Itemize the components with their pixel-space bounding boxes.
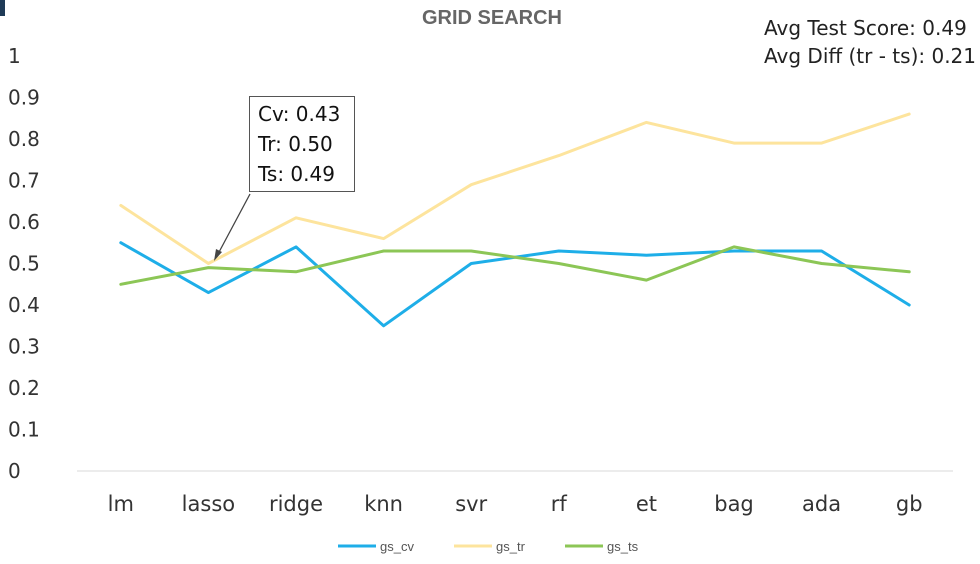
series-line-gs_ts bbox=[119, 245, 911, 286]
annotation-callout: Cv: 0.43 Tr: 0.50 Ts: 0.49 bbox=[249, 96, 355, 192]
x-tick-label: ridge bbox=[269, 492, 323, 516]
legend-label-gs_ts: gs_ts bbox=[607, 539, 639, 554]
y-tick-label: 0.8 bbox=[8, 127, 40, 151]
x-axis-ticks: lm lasso ridge knn svr rf et bag ada gb bbox=[108, 492, 923, 516]
callout-cv: Cv: 0.43 bbox=[258, 102, 341, 126]
y-tick-label: 0.7 bbox=[8, 169, 40, 193]
y-tick-label: 0.3 bbox=[8, 335, 40, 359]
x-tick-label: svr bbox=[455, 492, 487, 516]
y-tick-label: 0 bbox=[8, 459, 21, 483]
x-tick-label: ada bbox=[802, 492, 841, 516]
x-tick-label: lm bbox=[108, 492, 134, 516]
y-tick-label: 0.6 bbox=[8, 210, 40, 234]
chart-title: GRID SEARCH bbox=[422, 7, 562, 29]
callout-tr: Tr: 0.50 bbox=[258, 132, 333, 156]
annotation-arrow bbox=[217, 193, 251, 255]
x-tick-label: lasso bbox=[182, 492, 235, 516]
legend: gs_cv gs_tr gs_ts bbox=[338, 539, 639, 554]
callout-ts: Ts: 0.49 bbox=[258, 162, 335, 186]
y-tick-label: 0.5 bbox=[8, 252, 40, 276]
y-tick-label: 0.1 bbox=[8, 418, 40, 442]
x-tick-label: et bbox=[636, 492, 657, 516]
avg-diff: Avg Diff (tr - ts): 0.21 bbox=[764, 44, 976, 68]
x-tick-label: rf bbox=[551, 492, 568, 516]
summary-stats: Avg Test Score: 0.49 Avg Diff (tr - ts):… bbox=[764, 14, 976, 70]
corner-marker bbox=[0, 0, 5, 16]
y-tick-label: 1 bbox=[8, 44, 21, 68]
y-tick-label: 0.9 bbox=[8, 86, 40, 110]
x-tick-label: knn bbox=[364, 492, 403, 516]
avg-test-score: Avg Test Score: 0.49 bbox=[764, 16, 967, 40]
y-tick-label: 0.4 bbox=[8, 293, 40, 317]
series-lines bbox=[119, 112, 911, 328]
y-axis-ticks: 0 0.1 0.2 0.3 0.4 0.5 0.6 0.7 0.8 0.9 1 bbox=[8, 44, 40, 483]
annotation-arrowhead bbox=[214, 249, 222, 261]
legend-label-gs_tr: gs_tr bbox=[496, 539, 526, 554]
legend-label-gs_cv: gs_cv bbox=[380, 539, 414, 554]
x-tick-label: gb bbox=[896, 492, 923, 516]
series-line-gs_tr bbox=[119, 112, 911, 265]
series-line-gs_cv bbox=[119, 241, 911, 328]
y-tick-label: 0.2 bbox=[8, 376, 40, 400]
x-tick-label: bag bbox=[714, 492, 754, 516]
